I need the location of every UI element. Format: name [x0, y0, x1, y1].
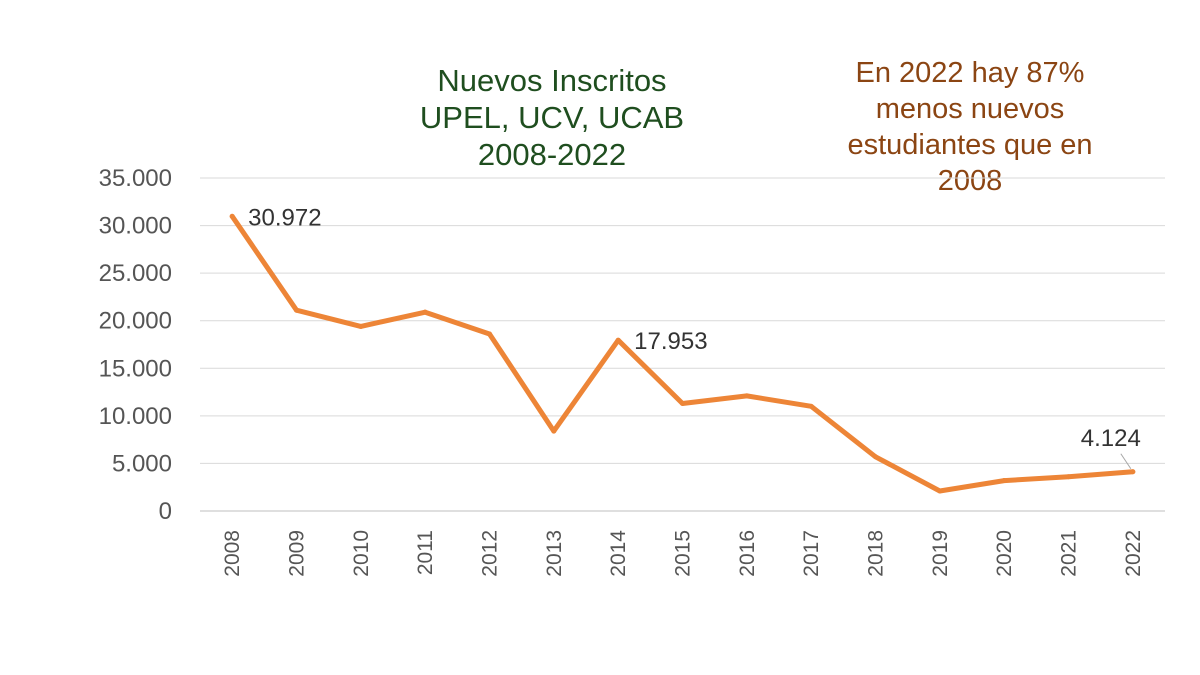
data-point [422, 309, 428, 315]
chart-annotation-line-3: estudiantes que en [847, 129, 1093, 161]
grid-lines [200, 177, 1165, 512]
data-label-leader [1120, 453, 1132, 470]
x-axis-ticks: 2008 2009 2010 2011 2012 2013 2014 2015 2016 2017… [221, 530, 1145, 577]
data-point [294, 307, 299, 313]
y-tick-label: 15.000 [99, 355, 172, 382]
chart-title-line-3: 2008-2022 [477, 137, 627, 172]
data-label: 4.124 [1081, 425, 1141, 452]
y-tick-label: 30.000 [99, 213, 172, 240]
x-tick-label: 2017 [800, 530, 823, 577]
data-point [358, 323, 364, 329]
series-group [229, 213, 1136, 494]
chart-title-line-1: Nuevos Inscritos [437, 63, 667, 98]
y-tick-label: 5.000 [112, 450, 172, 477]
data-point [1066, 474, 1071, 480]
data-point [937, 488, 943, 494]
data-label: 17.953 [634, 328, 707, 355]
data-point [873, 454, 878, 460]
y-axis-ticks: 0 5.000 10.000 15.000 20.000 25.000 30.000 35.0… [99, 165, 172, 525]
x-tick-label: 2019 [929, 530, 952, 577]
data-point [744, 393, 750, 399]
x-tick-label: 2010 [350, 530, 373, 577]
x-tick-label: 2018 [865, 530, 888, 577]
x-tick-label: 2022 [1122, 530, 1145, 577]
x-tick-label: 2008 [221, 530, 244, 577]
chart-annotation: En 2022 hay 87% menos nuevos estudiantes… [820, 55, 1120, 199]
y-tick-label: 0 [159, 498, 172, 525]
chart-annotation-line-4: 2008 [937, 165, 1003, 197]
x-tick-label: 2014 [607, 530, 630, 577]
x-tick-label: 2012 [479, 530, 502, 577]
x-tick-label: 2013 [543, 530, 566, 577]
x-tick-label: 2015 [672, 530, 695, 577]
chart-annotation-line-1: En 2022 hay 87% [855, 57, 1085, 89]
y-tick-label: 35.000 [99, 165, 172, 192]
data-point [487, 331, 492, 337]
data-point [1001, 478, 1007, 484]
x-tick-label: 2011 [414, 530, 437, 575]
data-point [808, 403, 814, 409]
chart-title-line-2: UPEL, UCV, UCAB [419, 100, 685, 135]
data-point [551, 428, 557, 434]
data-point [615, 337, 621, 343]
data-point [1130, 469, 1136, 475]
chart-annotation-line-2: menos nuevos [875, 93, 1065, 125]
y-tick-label: 20.000 [99, 308, 172, 335]
x-tick-label: 2009 [286, 530, 309, 577]
chart-title: Nuevos Inscritos UPEL, UCV, UCAB 2008-20… [382, 62, 722, 173]
x-tick-label: 2016 [736, 530, 759, 577]
y-tick-label: 25.000 [99, 260, 172, 287]
x-tick-label: 2021 [1058, 530, 1081, 577]
data-label: 30.972 [248, 204, 321, 231]
data-point [229, 213, 235, 219]
data-labels: 30.972 17.953 4.124 [248, 204, 1141, 470]
data-point [680, 400, 685, 406]
y-tick-label: 10.000 [99, 403, 172, 430]
x-tick-label: 2020 [993, 530, 1016, 577]
